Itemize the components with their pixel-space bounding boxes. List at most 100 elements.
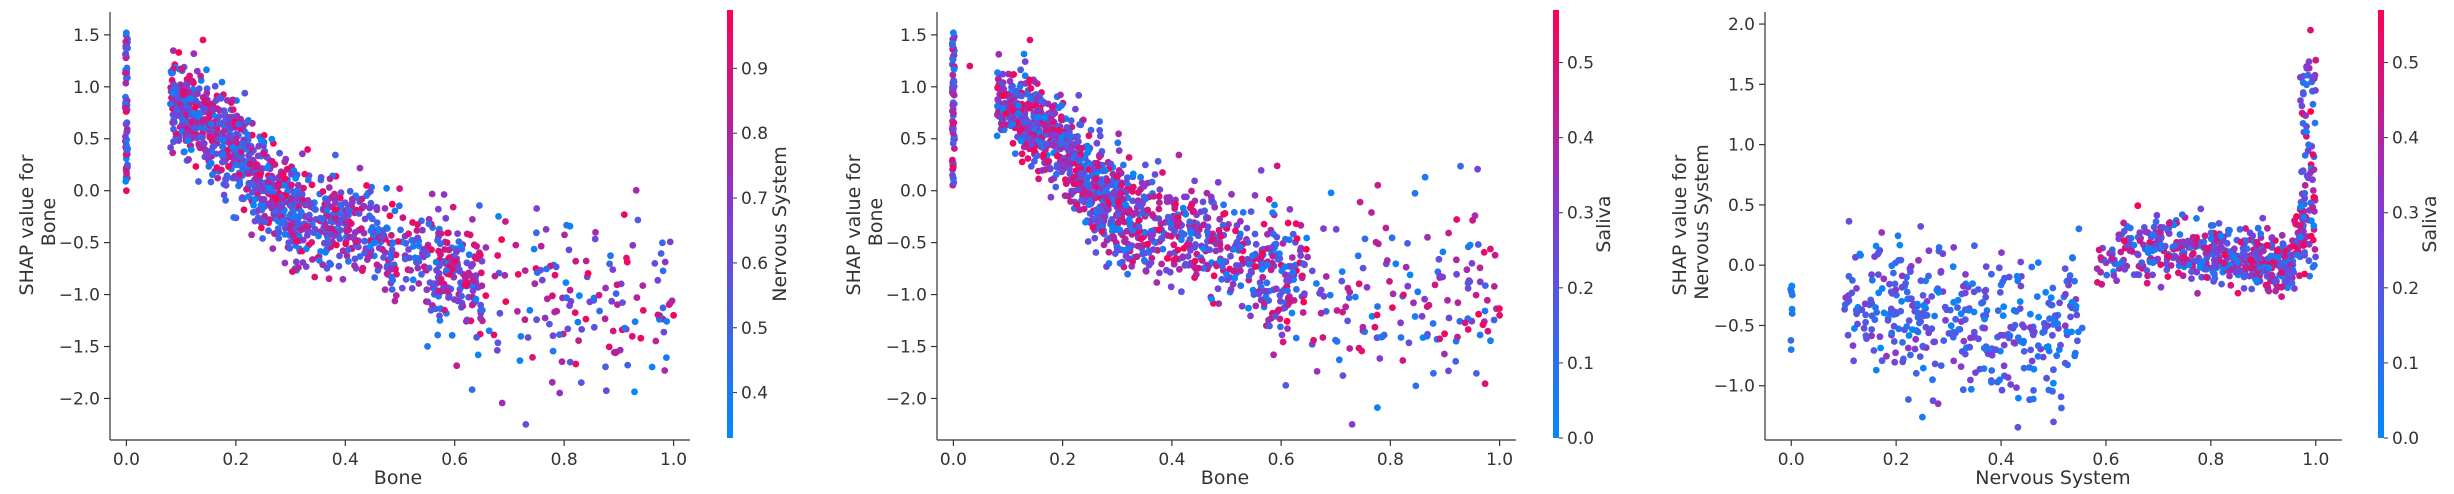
panel-2-point	[1272, 285, 1280, 293]
panel-2-point	[1300, 261, 1308, 268]
panel-1-point	[239, 160, 247, 168]
panel-3-colorbar-tick-label: 0.1	[2392, 354, 2419, 374]
panel-2-point	[1281, 263, 1289, 271]
panel-3-point	[2000, 341, 2008, 349]
panel-3-point	[2293, 251, 2301, 259]
panel-1-point	[572, 360, 580, 368]
panel-3-point	[1907, 351, 1914, 359]
panel-3-point	[2196, 263, 2204, 271]
panel-3-point	[2126, 224, 2134, 232]
panel-3-point	[2042, 288, 2050, 296]
panel-3-point	[1884, 317, 1892, 324]
panel-1-point	[657, 250, 665, 257]
panel-2-point	[1158, 260, 1165, 268]
panel-2-point	[1179, 253, 1187, 260]
panel-3-point	[1999, 278, 2007, 285]
panel-1-point	[379, 227, 387, 234]
panel-2-highlight-point	[1496, 311, 1503, 319]
panel-1-point	[363, 182, 370, 189]
panel-2-point	[1266, 322, 1273, 330]
panel-3-point	[1981, 287, 1989, 295]
panel-1-point	[574, 318, 582, 326]
panel-3-point	[1996, 289, 2004, 296]
panel-2-point	[1096, 132, 1104, 140]
panel-2-point	[1147, 259, 1155, 266]
panel-2-point	[1084, 238, 1092, 245]
panel-3-point	[1898, 283, 1906, 291]
panel-2-point	[1119, 195, 1126, 203]
panel-2-point	[1195, 264, 1203, 272]
panel-1-ylabel-line-2: Bone	[38, 198, 60, 246]
panel-1-point	[408, 236, 416, 244]
panel-3-point	[2000, 331, 2008, 339]
panel-3-point	[2071, 277, 2078, 285]
panel-2-point	[1070, 173, 1078, 181]
panel-1-point	[249, 181, 256, 188]
panel-2-point	[1054, 152, 1061, 160]
panel-3-point	[2211, 275, 2219, 282]
panel-2-point	[1017, 137, 1025, 145]
panel-1-point	[225, 163, 232, 170]
panel-1-highlight-point	[123, 29, 130, 37]
panel-1-point	[387, 265, 395, 273]
panel-3-point	[1868, 276, 1876, 284]
panel-3-highlight-point	[2050, 418, 2057, 426]
panel-1-point	[268, 204, 275, 212]
panel-1-point	[200, 124, 208, 132]
panel-2-ylabel: SHAP value for Bone	[843, 149, 887, 296]
panel-3-point	[2299, 89, 2307, 96]
panel-2-point	[1138, 179, 1146, 187]
panel-2-point	[1279, 338, 1287, 346]
panel-3-point	[2234, 289, 2242, 297]
panel-2-point	[1175, 151, 1183, 159]
panel-3-point	[2034, 259, 2042, 266]
panel-2-point	[1464, 284, 1472, 292]
panel-1-point	[194, 90, 201, 98]
panel-2-point	[1383, 257, 1391, 264]
panel-2-point	[1075, 138, 1082, 146]
panel-2-ylabel-line-1: SHAP value for	[843, 154, 865, 295]
panel-2-point	[1224, 244, 1231, 251]
panel-2-point	[1092, 249, 1100, 256]
panel-1-point	[344, 246, 352, 254]
panel-1-ytick-label: −1.0	[59, 286, 100, 306]
panel-2-point	[1245, 304, 1252, 312]
panel-1-point	[468, 386, 476, 393]
panel-2-point	[1178, 236, 1185, 244]
panel-2-point	[1024, 155, 1032, 162]
panel-3-point	[2301, 189, 2309, 197]
panel-2-point	[1033, 119, 1041, 127]
panel-2-point	[1102, 187, 1109, 195]
panel-1-point	[200, 140, 208, 148]
panel-1-point	[433, 266, 440, 274]
panel-2-point	[1042, 127, 1050, 134]
panel-2-point	[1289, 268, 1297, 276]
panel-2-point	[1074, 155, 1082, 162]
panel-3-point	[1872, 242, 1880, 250]
panel-1-point	[454, 230, 461, 238]
panel-1-point	[443, 267, 450, 274]
panel-2-point	[1445, 314, 1453, 322]
panel-3-point	[1860, 324, 1868, 332]
panel-3-point	[2305, 257, 2313, 265]
panel-2-point	[1332, 336, 1339, 344]
panel-1-point	[210, 106, 218, 113]
panel-2-point	[1114, 139, 1122, 147]
panel-2-point	[1157, 220, 1165, 228]
panel-1-point	[472, 272, 480, 279]
panel-2-point	[1263, 261, 1271, 269]
panel-1-point	[477, 314, 484, 322]
panel-1-point	[220, 127, 228, 135]
panel-2-point	[1303, 245, 1310, 253]
panel-3-point	[2062, 290, 2069, 298]
panel-1-colorbar-tick-label: 0.5	[741, 319, 768, 339]
panel-1-point	[582, 315, 590, 323]
panel-2-point	[1094, 217, 1101, 225]
panel-1-point	[167, 144, 175, 151]
panel-1-point	[260, 185, 267, 192]
panel-2-point	[1282, 235, 1289, 243]
panel-1-colorbar-tick-label: 0.9	[741, 59, 768, 79]
panel-2-point	[1086, 190, 1094, 198]
panel-3-point	[1922, 323, 1930, 331]
panel-1-point	[294, 181, 302, 189]
